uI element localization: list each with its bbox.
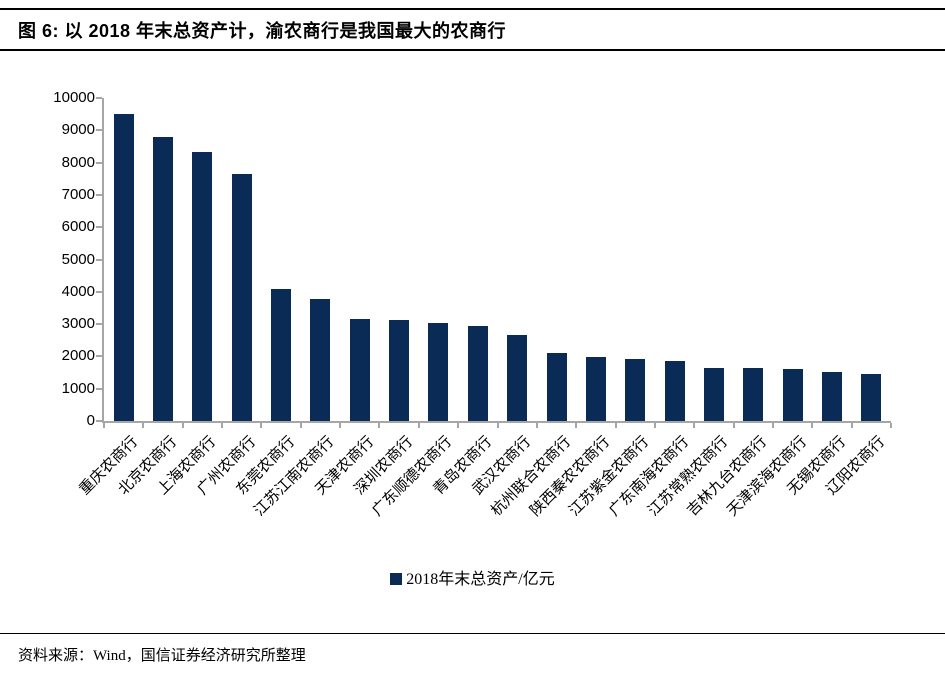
y-tick-label: 8000: [61, 153, 95, 171]
x-tick-mark: [496, 423, 499, 428]
y-tick-mark: [96, 387, 102, 390]
chart-legend: 2018年末总资产/亿元: [0, 565, 945, 589]
x-tick-mark: [653, 423, 656, 428]
chart-bar: [703, 367, 724, 421]
y-tick-label: 7000: [61, 185, 95, 203]
y-tick-mark: [96, 355, 102, 358]
x-tick-mark: [575, 423, 578, 428]
chart-bar: [821, 371, 842, 421]
x-axis-line: [102, 421, 891, 423]
x-tick-mark: [142, 423, 145, 428]
source-note: 资料来源：Wind，国信证券经济研究所整理: [18, 648, 306, 664]
chart-bar: [467, 326, 488, 421]
chart-bar: [507, 335, 528, 421]
x-tick-mark: [732, 423, 735, 428]
x-tick-mark: [299, 423, 302, 428]
x-tick-mark: [693, 423, 696, 428]
y-tick-label: 0: [86, 412, 95, 429]
chart-bar: [271, 289, 292, 421]
x-tick-mark: [378, 423, 381, 428]
y-tick-mark: [96, 258, 102, 261]
chart-bar: [743, 368, 764, 421]
y-tick-mark: [96, 161, 102, 164]
y-tick-label: 2000: [61, 347, 95, 365]
legend-label: 2018年末总资产/亿元: [406, 571, 555, 588]
chart-bar: [349, 318, 370, 421]
x-tick-mark: [221, 423, 224, 428]
y-tick-mark: [96, 290, 102, 293]
chart-bar: [113, 113, 134, 421]
y-tick-mark: [96, 129, 102, 132]
x-tick-mark: [181, 423, 184, 428]
chart-bar: [389, 319, 410, 421]
chart-bar: [664, 360, 685, 421]
chart-bar: [546, 353, 567, 421]
y-tick-mark: [96, 97, 102, 99]
y-tick-mark: [96, 226, 102, 229]
x-tick-mark: [339, 423, 342, 428]
y-tick-mark: [96, 323, 102, 326]
y-tick-mark: [96, 193, 102, 196]
y-tick-label: 9000: [61, 121, 95, 139]
x-tick-mark: [890, 423, 892, 428]
x-tick-mark: [535, 423, 538, 428]
chart-bar: [153, 136, 174, 421]
y-tick-label: 5000: [61, 250, 95, 268]
x-tick-mark: [811, 423, 814, 428]
x-tick-mark: [614, 423, 617, 428]
bar-chart: 2018年末总资产/亿元 0 1000 2000 3000 4000 5000 6000 70…: [0, 89, 945, 589]
y-tick-mark: [96, 420, 102, 422]
chart-bar: [192, 151, 213, 421]
x-tick-mark: [771, 423, 774, 428]
y-tick-label: 6000: [61, 218, 95, 236]
x-tick-mark: [850, 423, 853, 428]
y-tick-label: 1000: [61, 379, 95, 397]
footer-rule: [0, 633, 945, 634]
x-tick-mark: [417, 423, 420, 428]
chart-bar: [782, 368, 803, 421]
x-tick-mark: [103, 423, 105, 428]
top-rule: [0, 8, 945, 10]
chart-bar: [310, 298, 331, 421]
chart-bar: [428, 323, 449, 421]
chart-bar: [231, 174, 252, 421]
y-axis-line: [102, 98, 104, 423]
title-rule: [0, 49, 945, 51]
y-tick-label: 10000: [53, 89, 95, 106]
x-tick-mark: [457, 423, 460, 428]
figure-title: 图 6: 以 2018 年末总资产计，渝农商行是我国最大的农商行: [18, 21, 507, 41]
chart-bar: [861, 374, 882, 421]
x-tick-mark: [260, 423, 263, 428]
chart-bar: [585, 357, 606, 421]
chart-bar: [625, 358, 646, 421]
legend-swatch: [390, 573, 403, 585]
y-tick-label: 4000: [61, 282, 95, 300]
y-tick-label: 3000: [61, 315, 95, 333]
